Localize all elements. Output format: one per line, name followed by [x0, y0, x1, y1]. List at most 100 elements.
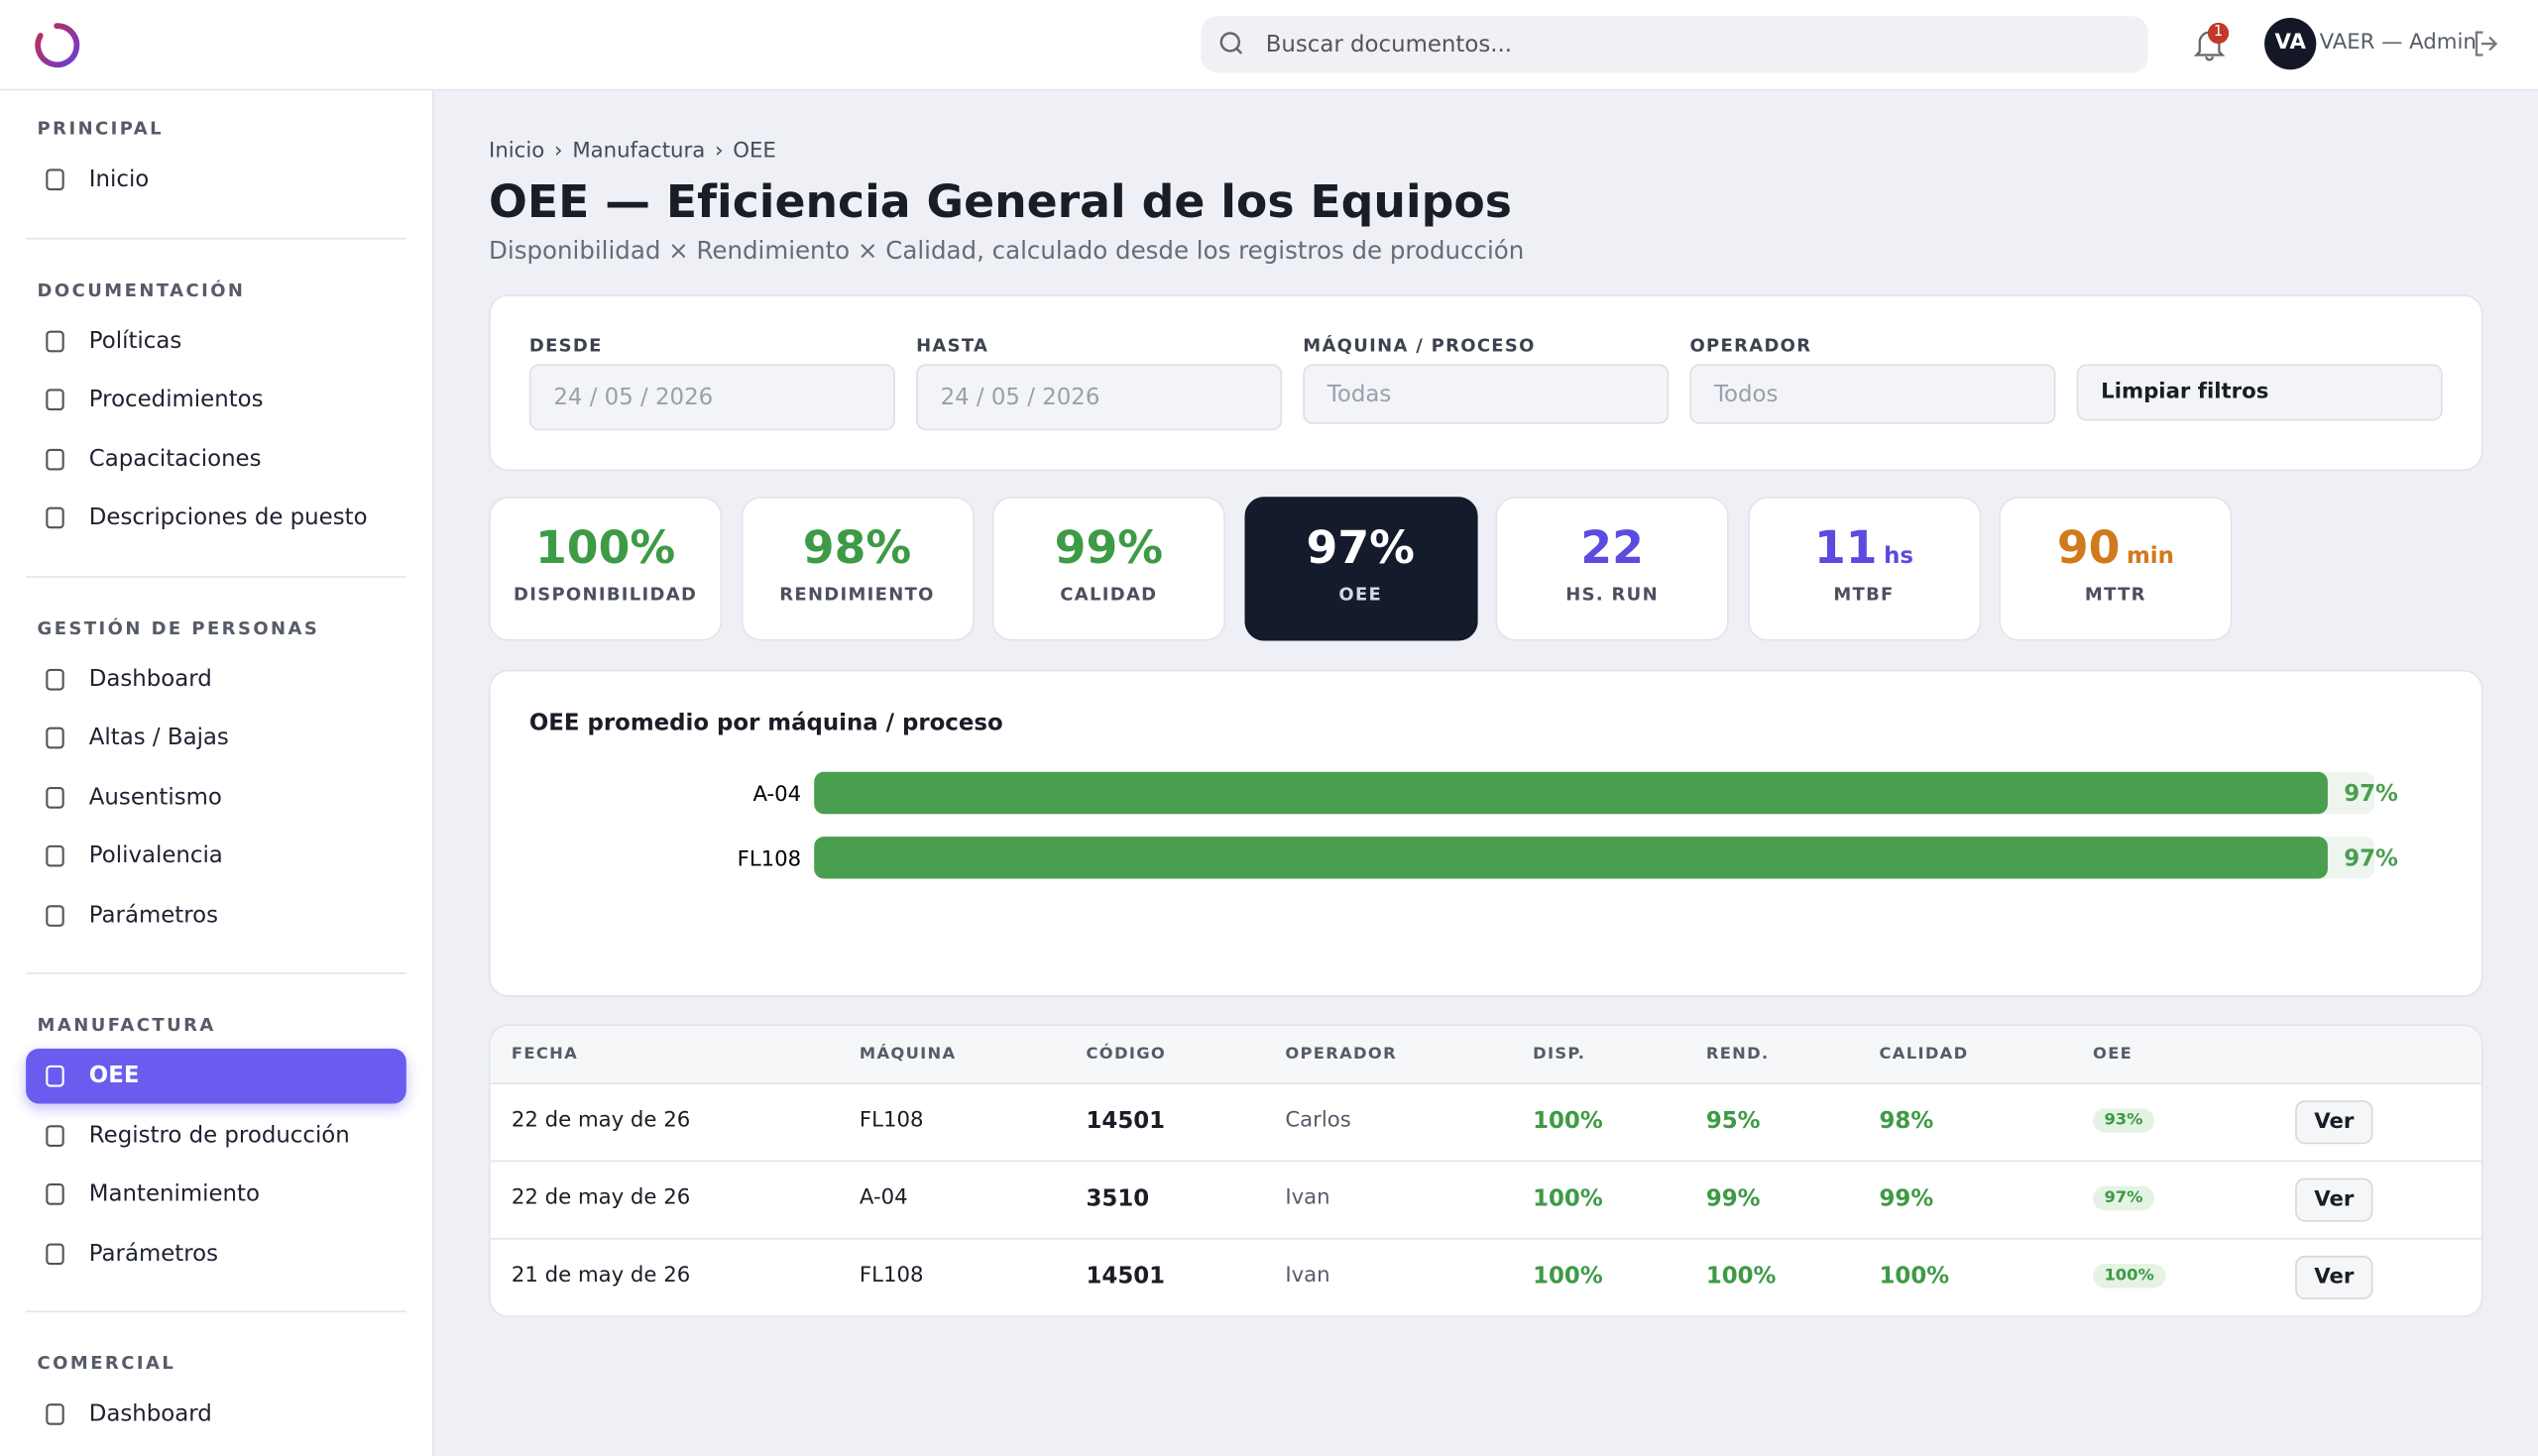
logout-icon[interactable] [2472, 29, 2500, 57]
nav-item[interactable]: Ausentismo [26, 769, 406, 825]
icon-shape [46, 1064, 64, 1087]
kpi-label: CALIDAD [1060, 584, 1158, 606]
nav-item[interactable]: Dashboard [26, 1387, 406, 1442]
table-cell: 97% [2093, 1185, 2154, 1211]
clear-filters-button[interactable]: Limpiar filtros [2076, 364, 2443, 421]
nav-item[interactable]: Inicio [26, 152, 406, 207]
table-cell: FL108 [859, 1108, 924, 1133]
nav-label: Ausentismo [88, 784, 222, 811]
top-bar: Buscar documentos... 1 VA VAER — Admin [0, 0, 2538, 91]
view-button[interactable]: Ver [2295, 1100, 2373, 1145]
breadcrumb-item[interactable]: Inicio [489, 139, 545, 164]
breadcrumb-item: OEE [733, 139, 776, 164]
filter-card: Limpiar filtros DESDE 24 / 05 / 2026 HASTA… [489, 294, 2483, 472]
breadcrumb-item[interactable]: Manufactura [572, 139, 706, 164]
table-cell: 100% [1533, 1264, 1603, 1290]
nav-icon [46, 668, 64, 690]
filter-input[interactable]: Todos [1689, 364, 2056, 424]
table-cell: 22 de may de 26 [511, 1108, 691, 1133]
bar [814, 837, 2328, 879]
table-cell: 99% [1705, 1185, 1761, 1212]
value-label: 97% [2344, 845, 2398, 871]
kpi-card: 100% DISPONIBILIDAD [489, 497, 723, 641]
notification-badge: 1 [2207, 22, 2230, 45]
kpi-value: 100% [491, 521, 721, 575]
nav-item[interactable]: Políticas [26, 313, 406, 369]
nav-item[interactable]: Parámetros [26, 888, 406, 944]
icon-shape [46, 389, 64, 411]
logo[interactable] [33, 21, 81, 69]
breadcrumb-separator: › [554, 139, 563, 164]
nav-section-title: PRINCIPAL [37, 118, 165, 140]
page-subtitle: Disponibilidad × Rendimiento × Calidad, … [489, 236, 1525, 266]
column-header: MÁQUINA [859, 1045, 957, 1064]
kpi-value: 90 min [2001, 521, 2231, 575]
nav-icon [46, 786, 64, 808]
nav-label: Políticas [88, 327, 182, 354]
filter-input[interactable]: Todas [1303, 364, 1670, 424]
nav-item[interactable]: Registro de producción [26, 1108, 406, 1164]
nav-icon [46, 727, 64, 749]
nav-icon [46, 1403, 64, 1425]
icon-shape [46, 668, 64, 690]
table-cell: Ivan [1285, 1264, 1330, 1288]
nav-item[interactable]: Descripciones de puesto [26, 491, 406, 546]
breadcrumb: Inicio › Manufactura › OEE [489, 139, 776, 163]
nav-item[interactable]: Parámetros [26, 1226, 406, 1282]
search-box[interactable]: Buscar documentos... [1201, 16, 2148, 73]
icon-shape [46, 1403, 64, 1425]
icon-shape [46, 1242, 64, 1265]
table-cell: 100% [1879, 1264, 1950, 1290]
icon-shape [46, 1183, 64, 1205]
nav-label: Inicio [88, 167, 150, 193]
view-button[interactable]: Ver [2295, 1177, 2373, 1222]
table-cell: 3510 [1086, 1185, 1150, 1212]
kpi-number: 90 [2056, 520, 2121, 575]
nav-label: OEE [88, 1063, 140, 1089]
column-header: CÓDIGO [1086, 1045, 1167, 1064]
column-header: OEE [2093, 1045, 2134, 1064]
kpi-number: 98% [802, 520, 912, 575]
chart-card: OEE promedio por máquina / proceso A-04 9… [489, 669, 2483, 997]
table-cell: Ivan [1285, 1185, 1330, 1211]
table-cell: 14501 [1086, 1108, 1166, 1135]
kpi-number: 22 [1580, 520, 1644, 575]
nav-item[interactable]: Capacitaciones [26, 431, 406, 487]
nav-section-title: COMERCIAL [37, 1352, 176, 1375]
nav-item[interactable]: Mantenimiento [26, 1167, 406, 1222]
filter-input[interactable]: 24 / 05 / 2026 [528, 364, 895, 431]
table-cell: 14501 [1086, 1264, 1166, 1290]
nav-label: Procedimientos [88, 387, 264, 413]
nav-icon [46, 1064, 64, 1087]
nav-item[interactable]: Procedimientos [26, 373, 406, 428]
nav-label: Parámetros [88, 1240, 219, 1267]
icon-shape [46, 506, 64, 529]
nav-item[interactable]: OEE [26, 1048, 406, 1104]
kpi-value: 99% [993, 521, 1223, 575]
kpi-unit: hs [1884, 543, 1914, 570]
nav-icon [46, 1183, 64, 1205]
nav-section: COMERCIAL Dashboard [26, 1312, 406, 1456]
kpi-card: 98% RENDIMIENTO [740, 497, 975, 641]
nav-item[interactable]: Altas / Bajas [26, 711, 406, 766]
row-divider [490, 1160, 2481, 1163]
table-cell: 100% [2093, 1264, 2166, 1288]
nav-item[interactable]: Dashboard [26, 651, 406, 707]
table: FECHA MÁQUINA CÓDIGO OPERADOR DISP. REND. CALI… [489, 1024, 2483, 1317]
filter-label: DESDE [528, 334, 603, 357]
column-header: REND. [1705, 1045, 1770, 1064]
nav-icon [46, 329, 64, 352]
page-title: OEE — Eficiencia General de los Equipos [489, 174, 1512, 229]
table-cell: 98% [1879, 1108, 1934, 1135]
view-button[interactable]: Ver [2295, 1255, 2373, 1300]
table-cell: A-04 [859, 1185, 908, 1211]
nav-section: MANUFACTURA OEE Registro de producción Mant… [26, 974, 406, 1313]
filter-input[interactable]: 24 / 05 / 2026 [916, 364, 1283, 431]
avatar[interactable]: VA [2264, 17, 2317, 70]
nav-label: Mantenimiento [88, 1180, 260, 1207]
nav-icon [46, 844, 64, 867]
nav-item[interactable]: Polivalencia [26, 829, 406, 884]
kpi-card: 99% CALIDAD [991, 497, 1225, 641]
nav-section-title: DOCUMENTACIÓN [37, 279, 246, 300]
row-divider [490, 1237, 2481, 1240]
